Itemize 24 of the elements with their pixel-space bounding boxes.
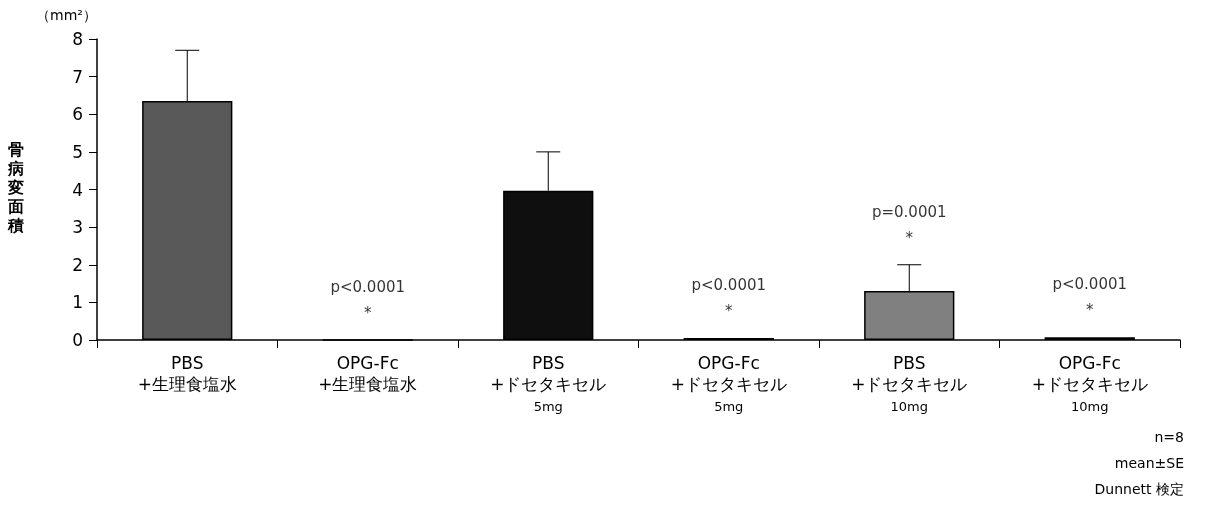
annotation: p<0.0001 * [330,278,406,322]
text: Dunnett 検定 [1094,481,1185,497]
y-tick-label: 5 [72,141,83,162]
y-tick-label: 3 [72,217,83,238]
y-tick-label: 1 [72,292,83,313]
x-tick-label: PBS +ドセタキセル 10mg [851,352,968,414]
annotation: p=0.0001 * [871,202,947,247]
y-tick-label: 2 [72,254,83,275]
x-tick-label: OPG-Fc +ドセタキセル 5mg [670,352,787,414]
text: n=8 [1154,429,1184,445]
annotation: p<0.0001 * [1052,275,1128,320]
y-axis-title: 骨病変面積 [7,140,24,235]
y-tick-label: 8 [72,29,83,49]
y-tick-label: 7 [72,66,83,87]
x-tick-label: OPG-Fc +生理食塩水 [318,352,418,394]
text: mean±SE [1114,455,1185,471]
text: （mm²） [36,7,97,23]
annotation: p<0.0001 * [691,276,767,321]
y-tick-label: 6 [72,104,83,125]
y-tick-label: 0 [72,330,83,350]
x-tick-label: PBS +ドセタキセル 5mg [490,352,607,414]
x-tick-label: PBS +生理食塩水 [137,352,237,394]
y-tick-label: 4 [72,179,83,200]
x-tick-label: OPG-Fc +ドセタキセル 10mg [1031,352,1148,414]
